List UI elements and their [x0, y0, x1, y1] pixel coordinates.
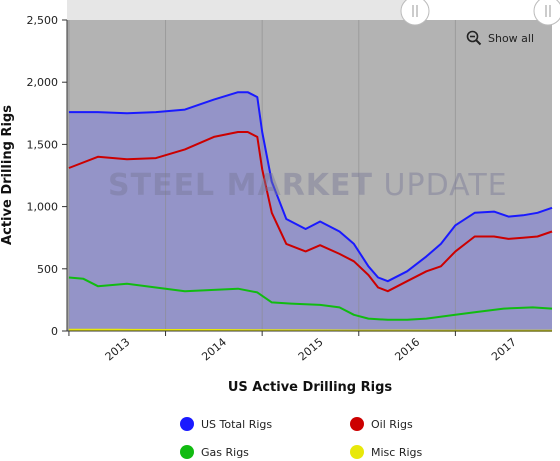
- oil-rigs-line: [68, 131, 553, 293]
- range-navigator-window: [415, 0, 552, 20]
- x-tick-label: 2013: [103, 335, 133, 363]
- rig-count-chart: Active Drilling Rigs US Active Drilling …: [0, 0, 560, 395]
- x-axis-title: US Active Drilling Rigs: [228, 380, 393, 395]
- legend-marker-us-total: [180, 417, 194, 431]
- legend-item-misc[interactable]: Misc Rigs: [350, 445, 422, 459]
- y-axis-title-group: Active Drilling Rigs: [0, 105, 15, 245]
- range-handle-left: [400, 0, 430, 26]
- watermark-logo: STEEL MARKET UPDATE: [108, 168, 508, 203]
- legend-marker-gas: [180, 445, 194, 459]
- x-tick-label: 2017: [489, 335, 519, 363]
- gas-rigs-line: [68, 276, 553, 321]
- legend-label-misc: Misc Rigs: [371, 445, 423, 459]
- us-total-line: [68, 91, 553, 283]
- y-tick-label: 2,500: [27, 14, 59, 27]
- legend-item-gas[interactable]: Gas Rigs: [180, 445, 249, 459]
- y-tick-label: 500: [37, 263, 58, 276]
- watermark-text-bold: STEEL MARKET: [108, 168, 373, 203]
- x-tick-label: 2015: [296, 335, 326, 363]
- y-tick-label: 1,500: [27, 138, 59, 151]
- legend: US Total Rigs Oil Rigs Gas Rigs Misc Rig…: [0, 410, 560, 460]
- zoom-out-icon: [466, 30, 482, 46]
- legend-marker-oil: [350, 417, 364, 431]
- legend-marker-misc: [350, 445, 364, 459]
- y-axis-title: Active Drilling Rigs: [0, 105, 15, 245]
- us-total-area: [68, 92, 553, 331]
- show-all-button[interactable]: Show all: [466, 30, 534, 46]
- legend-label-oil: Oil Rigs: [371, 417, 413, 431]
- y-tick-label: 0: [51, 325, 58, 338]
- x-tick-label: 2016: [392, 335, 422, 363]
- legend-item-oil[interactable]: Oil Rigs: [350, 417, 413, 431]
- y-tick-label: 1,000: [27, 201, 59, 214]
- range-handle-right: [533, 0, 560, 26]
- show-all-label: Show all: [488, 31, 535, 45]
- legend-label-us-total: US Total Rigs: [201, 417, 273, 431]
- legend-item-us-total[interactable]: US Total Rigs: [180, 417, 272, 431]
- y-tick-label: 2,000: [27, 76, 59, 89]
- legend-label-gas: Gas Rigs: [201, 445, 249, 459]
- watermark-text-light: UPDATE: [373, 168, 508, 203]
- x-tick-label: 2014: [199, 335, 229, 363]
